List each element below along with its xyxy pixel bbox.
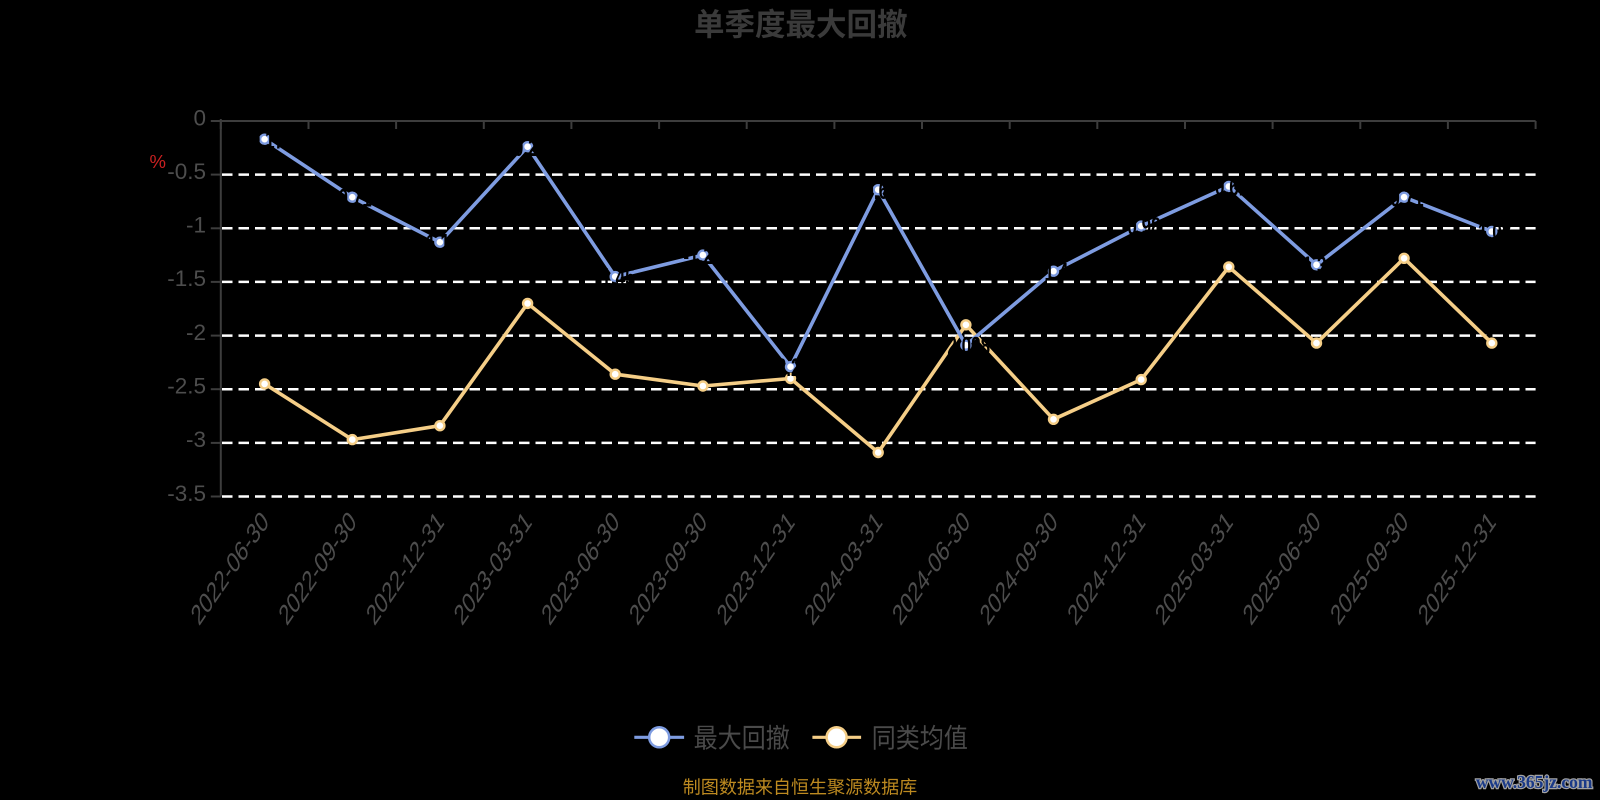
svg-text:-0.24: -0.24 <box>508 134 547 162</box>
svg-text:-0.61: -0.61 <box>1209 173 1248 201</box>
svg-text:-0.98: -0.98 <box>1122 213 1161 241</box>
svg-text:-2.088: -2.088 <box>942 332 991 360</box>
svg-text:-1.5: -1.5 <box>167 266 206 291</box>
svg-text:-1: -1 <box>186 213 206 238</box>
svg-text:-0.71: -0.71 <box>333 184 372 212</box>
svg-text:-3: -3 <box>186 427 206 452</box>
svg-text:0: 0 <box>193 105 206 130</box>
svg-text:www.365jz.com: www.365jz.com <box>1476 772 1593 792</box>
svg-text:-1.03: -1.03 <box>1472 218 1511 246</box>
svg-text:-1.25: -1.25 <box>683 242 722 270</box>
svg-text:-2.29: -2.29 <box>771 354 810 382</box>
svg-text:-1.4: -1.4 <box>1039 258 1069 286</box>
svg-text:-2.5: -2.5 <box>167 374 206 399</box>
svg-text:-0.17: -0.17 <box>245 126 284 154</box>
svg-text:-0.5: -0.5 <box>167 159 206 184</box>
svg-text:-1.34: -1.34 <box>1297 252 1336 280</box>
svg-text:%: % <box>150 151 166 172</box>
svg-text:-2: -2 <box>186 320 206 345</box>
svg-text:-1.45: -1.45 <box>596 264 635 292</box>
svg-text:-0.64: -0.64 <box>859 177 898 205</box>
svg-text:-0.71: -0.71 <box>1385 184 1424 212</box>
svg-text:-3.5: -3.5 <box>167 481 206 506</box>
svg-text:-1.13: -1.13 <box>420 229 459 257</box>
